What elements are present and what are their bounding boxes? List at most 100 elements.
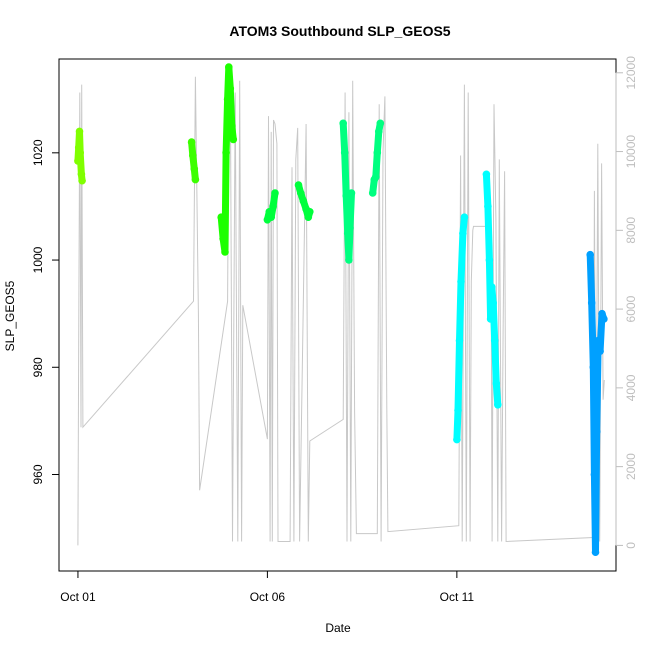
- slp-point: [189, 151, 197, 160]
- slp-point: [228, 122, 236, 130]
- slp-point: [222, 149, 230, 157]
- slp-point: [368, 189, 377, 197]
- slp-point: [454, 406, 462, 415]
- slp-point: [375, 127, 383, 136]
- slp-point: [484, 202, 492, 211]
- slp-point: [339, 119, 348, 128]
- slp-point: [372, 173, 380, 181]
- slp-point: [271, 189, 279, 197]
- slp-point: [267, 213, 276, 221]
- slp-point: [487, 283, 496, 291]
- slp-point: [376, 119, 385, 128]
- slp-point: [455, 336, 464, 345]
- y2-tick-label: 8000: [624, 217, 638, 244]
- y2-tick-label: 12000: [624, 56, 638, 90]
- slp-segment: [453, 406, 462, 444]
- slp-segment: [593, 337, 602, 436]
- x-axis-label: Date: [325, 621, 351, 635]
- slp-segment: [456, 278, 465, 344]
- slp-point: [459, 229, 467, 237]
- slp-point: [346, 224, 354, 232]
- y-tick-label: 1020: [31, 139, 45, 166]
- slp-point: [221, 248, 229, 256]
- slp-point: [373, 149, 382, 157]
- slp-point: [347, 189, 356, 197]
- slp-point: [482, 170, 491, 179]
- slp-point: [457, 277, 465, 286]
- altitude-series: [77, 72, 605, 546]
- slp-point: [345, 256, 353, 264]
- y-axis-right: 0 2000 4000 6000 8000 10000 12000: [615, 56, 638, 549]
- slp-point: [340, 149, 349, 157]
- slp-segment: [454, 337, 463, 414]
- slp-point: [486, 315, 495, 323]
- y2-tick-label: 4000: [624, 374, 638, 401]
- slp-segment: [372, 149, 381, 181]
- slp-point: [485, 256, 494, 264]
- slp-point: [460, 213, 469, 221]
- slp-point: [591, 548, 600, 556]
- slp-point: [191, 175, 200, 184]
- altitude-line: [77, 72, 605, 546]
- y2-tick-label: 2000: [624, 453, 638, 480]
- slp-point: [592, 427, 601, 436]
- slp-segment: [491, 337, 500, 387]
- slp-point: [296, 189, 305, 197]
- slp-point: [453, 435, 461, 444]
- slp-point: [78, 176, 86, 185]
- slp-point: [306, 208, 314, 216]
- y2-tick-label: 6000: [624, 295, 638, 322]
- slp-point: [589, 363, 598, 372]
- slp-segment: [341, 149, 350, 200]
- slp-segment: [592, 428, 601, 556]
- slp-point: [490, 336, 499, 345]
- chart-title: ATOM3 Southbound SLP_GEOS5: [229, 23, 450, 39]
- slp-segment: [489, 299, 499, 344]
- y2-tick-label: 10000: [624, 135, 638, 169]
- slp-point: [229, 135, 238, 144]
- x-axis: Oct 01 Oct 06 Oct 11: [60, 570, 475, 604]
- slp-point: [299, 197, 308, 205]
- slp-point: [223, 95, 232, 103]
- slp-point: [586, 250, 594, 259]
- slp-segment: [222, 95, 232, 157]
- slp-segment: [586, 251, 596, 307]
- slp-point: [269, 202, 277, 211]
- slp-point: [74, 157, 82, 165]
- slp-series: [74, 63, 608, 556]
- slp-point: [494, 401, 502, 409]
- x-tick-label: Oct 01: [60, 590, 96, 604]
- slp-segment: [588, 299, 597, 371]
- slp-point: [225, 63, 233, 71]
- slp-segment: [339, 119, 349, 157]
- slp-point: [294, 181, 303, 189]
- slp-point: [187, 138, 196, 146]
- slp-point: [489, 299, 498, 307]
- slp-segment: [226, 85, 236, 130]
- slp-point: [590, 470, 599, 479]
- x-tick-label: Oct 06: [250, 590, 286, 604]
- x-tick-label: Oct 11: [440, 590, 475, 604]
- slp-point: [77, 170, 86, 179]
- slp-point: [596, 347, 604, 356]
- slp-segment: [484, 202, 493, 264]
- slp-segment: [346, 189, 355, 232]
- y-tick-label: 980: [31, 357, 45, 377]
- y-tick-label: 960: [31, 464, 45, 484]
- slp-point: [492, 379, 501, 388]
- slp-point: [76, 149, 84, 157]
- y-axis-label: SLP_GEOS5: [3, 280, 17, 351]
- y-tick-label: 1000: [31, 246, 45, 273]
- slp-point: [587, 299, 596, 307]
- slp-point: [75, 127, 84, 136]
- slp-point: [600, 315, 608, 323]
- slp-point: [219, 234, 227, 243]
- slp-point: [594, 336, 602, 345]
- slp-point: [190, 165, 199, 173]
- slp-point: [226, 84, 235, 93]
- slp-point: [217, 213, 225, 221]
- plot-frame: [58, 58, 617, 572]
- slp-segment: [457, 229, 467, 285]
- slp-segment: [482, 170, 492, 210]
